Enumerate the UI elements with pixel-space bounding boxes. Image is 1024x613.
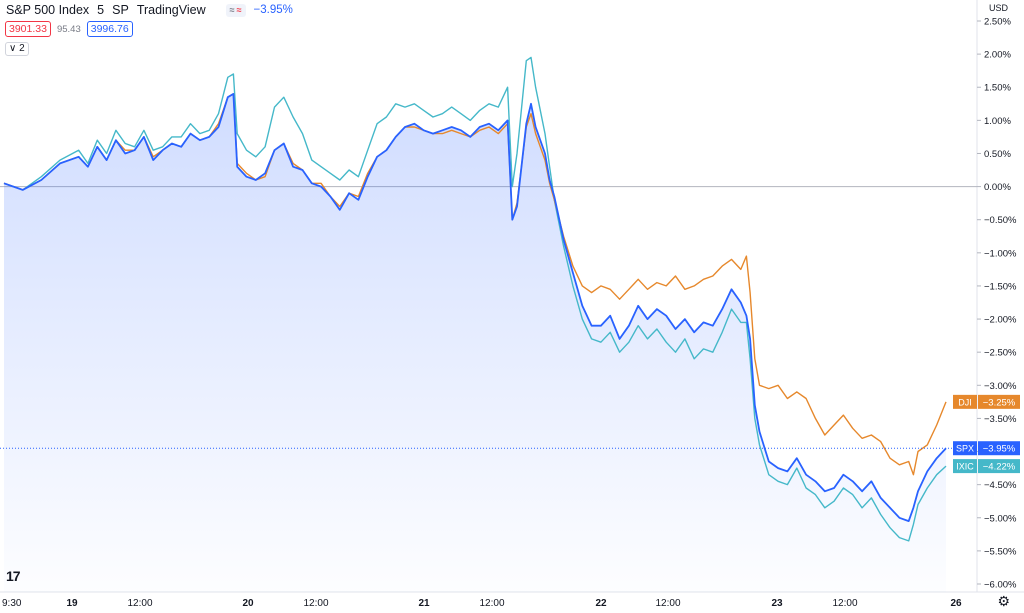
x-tick-label: 12:00	[832, 598, 857, 609]
y-tick-label: 2.00%	[984, 50, 1011, 61]
indicators-toggle[interactable]: ∨ 2	[5, 42, 29, 56]
x-tick-label: 21	[418, 598, 430, 609]
x-tick-label: 22	[595, 598, 607, 609]
y-tick-label: −3.00%	[984, 381, 1017, 392]
y-tick-label: −2.50%	[984, 348, 1017, 359]
y-tick-label: −0.50%	[984, 215, 1017, 226]
y-tick-label: −1.50%	[984, 281, 1017, 292]
chart-header: S&P 500 Index 5 SP TradingView ≈ ≈ −3.95…	[6, 3, 293, 17]
series-name-tag	[953, 394, 977, 409]
tradingview-logo-icon[interactable]: 17	[6, 568, 21, 584]
spx-last-value-label: SPX −3.95%	[953, 441, 1020, 456]
y-tick-label: −6.00%	[984, 580, 1017, 591]
gear-icon[interactable]: ⚙	[997, 593, 1010, 609]
source-label: TradingView	[136, 3, 206, 17]
spx-line[interactable]	[3, 93, 947, 522]
series-name-text: IXIC	[956, 462, 974, 472]
x-tick-label: 12:00	[479, 598, 504, 609]
x-tick-label: 12:00	[655, 598, 680, 609]
x-tick-label: 19	[66, 598, 78, 609]
x-tick-label: 26	[950, 598, 962, 609]
symbol-title[interactable]: S&P 500 Index	[6, 3, 90, 17]
series-value-tag	[978, 441, 1020, 456]
series-value-tag	[978, 459, 1020, 474]
y-tick-label: 0.00%	[984, 182, 1011, 193]
series-name-tag	[953, 459, 977, 474]
y-tick-label: −4.50%	[984, 480, 1017, 491]
spread-value: 95.43	[56, 23, 81, 35]
series-value-tag	[978, 394, 1020, 409]
x-tick-label: 12:00	[303, 598, 328, 609]
y-tick-label: 2.50%	[984, 17, 1011, 28]
series-name-text: DJI	[958, 397, 972, 407]
quote-row: 3901.33 95.43 3996.76	[5, 21, 133, 37]
interval-label[interactable]: 5	[97, 3, 105, 17]
compare-icon: ≈	[229, 5, 235, 15]
bid-price[interactable]: 3901.33	[5, 21, 51, 37]
y-tick-label: −5.00%	[984, 513, 1017, 524]
series-name-tag	[953, 441, 977, 456]
ask-price[interactable]: 3996.76	[86, 21, 133, 37]
y-tick-label: 1.00%	[984, 116, 1011, 127]
series-name-text: SPX	[956, 444, 974, 454]
series-value-text: −4.22%	[983, 462, 1016, 473]
y-tick-label: −5.50%	[984, 546, 1017, 557]
change-percent: −3.95%	[253, 4, 293, 16]
y-tick-label: 0.50%	[984, 149, 1011, 160]
compare-icon-red: ≈	[236, 5, 242, 15]
spx-area-fill	[4, 93, 946, 593]
dji-last-value-label: DJI −3.25%	[953, 394, 1020, 409]
y-tick-label: 1.50%	[984, 83, 1011, 94]
currency-label[interactable]: USD	[988, 3, 1008, 13]
y-tick-label: −1.00%	[984, 248, 1017, 259]
x-tick-label: 9:30	[2, 598, 22, 609]
x-tick-label: 20	[242, 598, 254, 609]
compare-toggle[interactable]: ≈ ≈	[225, 3, 246, 17]
ixic-last-value-label: IXIC −4.22%	[953, 459, 1020, 474]
series-value-text: −3.25%	[983, 397, 1016, 408]
exchange-label: SP	[112, 3, 129, 17]
x-tick-label: 23	[771, 598, 783, 609]
ixic-line[interactable]	[3, 56, 947, 542]
y-tick-label: −2.00%	[984, 315, 1017, 326]
series-value-text: −3.95%	[983, 444, 1016, 455]
y-tick-label: −3.50%	[984, 414, 1017, 425]
x-tick-label: 12:00	[127, 598, 152, 609]
